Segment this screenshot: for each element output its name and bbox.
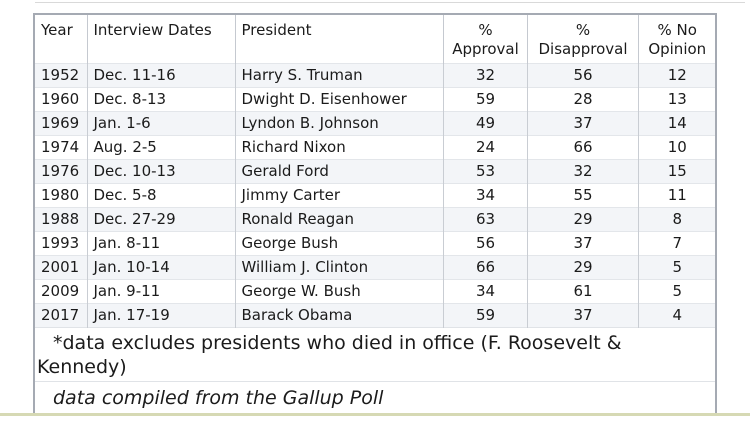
footnote-row: *data excludes presidents who died in of… [35, 327, 715, 382]
cell-president: Harry S. Truman [234, 63, 443, 88]
cell-president: Jimmy Carter [234, 183, 443, 208]
approval-table-container: Year Interview Dates President % Approva… [33, 13, 717, 415]
cell-president: George W. Bush [234, 279, 443, 304]
cell-president: Barack Obama [234, 303, 443, 328]
cell-approval: 49 [442, 111, 527, 136]
table-row: 2009 Jan. 9-11 George W. Bush 34 61 5 [35, 279, 715, 304]
cell-interview-dates: Dec. 11-16 [86, 63, 235, 88]
cell-approval: 59 [442, 87, 527, 112]
cell-interview-dates: Jan. 17-19 [86, 303, 235, 328]
cell-year: 1969 [35, 111, 87, 136]
cell-interview-dates: Dec. 27-29 [86, 207, 235, 232]
col-header-year: Year [35, 15, 87, 64]
cell-no-opinion: 14 [637, 111, 715, 136]
cell-year: 2017 [35, 303, 87, 328]
cell-approval: 34 [442, 183, 527, 208]
top-divider-line [35, 2, 745, 3]
cell-disapproval: 37 [526, 111, 638, 136]
cell-president: William J. Clinton [234, 255, 443, 280]
table-header: Year Interview Dates President % Approva… [35, 15, 715, 64]
cell-no-opinion: 8 [637, 207, 715, 232]
cell-approval: 66 [442, 255, 527, 280]
col-header-no-opinion: % No Opinion [637, 15, 715, 64]
cell-disapproval: 61 [526, 279, 638, 304]
cell-interview-dates: Jan. 8-11 [86, 231, 235, 256]
cell-year: 1974 [35, 135, 87, 160]
cell-no-opinion: 5 [637, 255, 715, 280]
cell-disapproval: 66 [526, 135, 638, 160]
cell-year: 2009 [35, 279, 87, 304]
header-row: Year Interview Dates President % Approva… [35, 15, 715, 64]
cell-no-opinion: 4 [637, 303, 715, 328]
cell-approval: 56 [442, 231, 527, 256]
table-row: 1960 Dec. 8-13 Dwight D. Eisenhower 59 2… [35, 87, 715, 112]
table-row: 2017 Jan. 17-19 Barack Obama 59 37 4 [35, 303, 715, 328]
cell-no-opinion: 12 [637, 63, 715, 88]
cell-year: 1988 [35, 207, 87, 232]
cell-president: Gerald Ford [234, 159, 443, 184]
table-row: 1976 Dec. 10-13 Gerald Ford 53 32 15 [35, 159, 715, 184]
cell-disapproval: 55 [526, 183, 638, 208]
cell-approval: 34 [442, 279, 527, 304]
footnote-exclusions: *data excludes presidents who died in of… [35, 327, 715, 382]
cell-no-opinion: 13 [637, 87, 715, 112]
cell-disapproval: 29 [526, 255, 638, 280]
cell-interview-dates: Aug. 2-5 [86, 135, 235, 160]
col-header-president: President [234, 15, 443, 64]
table-row: 1993 Jan. 8-11 George Bush 56 37 7 [35, 231, 715, 256]
cell-no-opinion: 11 [637, 183, 715, 208]
source-row: data compiled from the Gallup Poll [35, 381, 715, 413]
table-row: 1952 Dec. 11-16 Harry S. Truman 32 56 12 [35, 63, 715, 88]
cell-interview-dates: Dec. 5-8 [86, 183, 235, 208]
footnote-source: data compiled from the Gallup Poll [35, 381, 715, 413]
cell-year: 1960 [35, 87, 87, 112]
bottom-divider-line [0, 413, 750, 416]
table-row: 1974 Aug. 2-5 Richard Nixon 24 66 10 [35, 135, 715, 160]
table-body: 1952 Dec. 11-16 Harry S. Truman 32 56 12… [35, 63, 715, 328]
presidential-approval-table: Year Interview Dates President % Approva… [35, 15, 715, 413]
cell-no-opinion: 5 [637, 279, 715, 304]
cell-disapproval: 56 [526, 63, 638, 88]
cell-disapproval: 29 [526, 207, 638, 232]
table-footer: *data excludes presidents who died in of… [35, 327, 715, 413]
col-header-approval: % Approval [442, 15, 527, 64]
cell-interview-dates: Dec. 10-13 [86, 159, 235, 184]
cell-interview-dates: Jan. 10-14 [86, 255, 235, 280]
cell-year: 1980 [35, 183, 87, 208]
cell-no-opinion: 7 [637, 231, 715, 256]
col-header-interview-dates: Interview Dates [86, 15, 235, 64]
cell-no-opinion: 10 [637, 135, 715, 160]
cell-disapproval: 28 [526, 87, 638, 112]
table-row: 2001 Jan. 10-14 William J. Clinton 66 29… [35, 255, 715, 280]
cell-disapproval: 37 [526, 231, 638, 256]
cell-president: Lyndon B. Johnson [234, 111, 443, 136]
cell-approval: 24 [442, 135, 527, 160]
table-row: 1980 Dec. 5-8 Jimmy Carter 34 55 11 [35, 183, 715, 208]
cell-interview-dates: Dec. 8-13 [86, 87, 235, 112]
cell-disapproval: 32 [526, 159, 638, 184]
cell-year: 1952 [35, 63, 87, 88]
cell-president: Ronald Reagan [234, 207, 443, 232]
cell-interview-dates: Jan. 9-11 [86, 279, 235, 304]
cell-year: 1976 [35, 159, 87, 184]
cell-president: George Bush [234, 231, 443, 256]
cell-disapproval: 37 [526, 303, 638, 328]
table-row: 1969 Jan. 1-6 Lyndon B. Johnson 49 37 14 [35, 111, 715, 136]
cell-president: Richard Nixon [234, 135, 443, 160]
table-row: 1988 Dec. 27-29 Ronald Reagan 63 29 8 [35, 207, 715, 232]
cell-approval: 53 [442, 159, 527, 184]
cell-approval: 59 [442, 303, 527, 328]
cell-no-opinion: 15 [637, 159, 715, 184]
cell-approval: 63 [442, 207, 527, 232]
cell-interview-dates: Jan. 1-6 [86, 111, 235, 136]
cell-year: 1993 [35, 231, 87, 256]
cell-approval: 32 [442, 63, 527, 88]
cell-president: Dwight D. Eisenhower [234, 87, 443, 112]
cell-year: 2001 [35, 255, 87, 280]
col-header-disapproval: % Disapproval [526, 15, 638, 64]
